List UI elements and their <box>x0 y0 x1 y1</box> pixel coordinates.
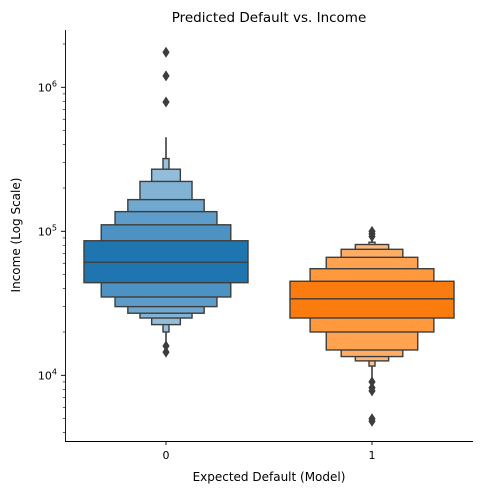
y-ticks: 104 105 106 <box>38 43 65 433</box>
boxen-group-0 <box>83 46 249 358</box>
y-tick-label: 104 <box>38 367 57 382</box>
boxen-box-level-1 <box>289 280 455 319</box>
outlier-point <box>162 346 170 358</box>
outlier-point <box>368 225 376 237</box>
x-axis-label: Expected Default (Model) <box>193 470 346 484</box>
outlier-point <box>162 96 170 108</box>
y-axis-label: Income (Log Scale) <box>9 178 23 293</box>
plot-area <box>83 46 455 427</box>
outlier-point <box>368 376 376 388</box>
y-tick-label: 106 <box>38 79 57 94</box>
outlier-point <box>162 340 170 352</box>
boxen-group-1 <box>289 225 455 427</box>
outlier-point <box>368 382 376 394</box>
outlier-point <box>368 413 376 425</box>
x-tick-label: 0 <box>163 449 170 462</box>
outlier-point <box>162 46 170 58</box>
y-tick-label: 105 <box>38 223 57 238</box>
outlier-point <box>162 70 170 82</box>
chart-title: Predicted Default vs. Income <box>172 10 367 26</box>
x-tick-label: 1 <box>369 449 376 462</box>
